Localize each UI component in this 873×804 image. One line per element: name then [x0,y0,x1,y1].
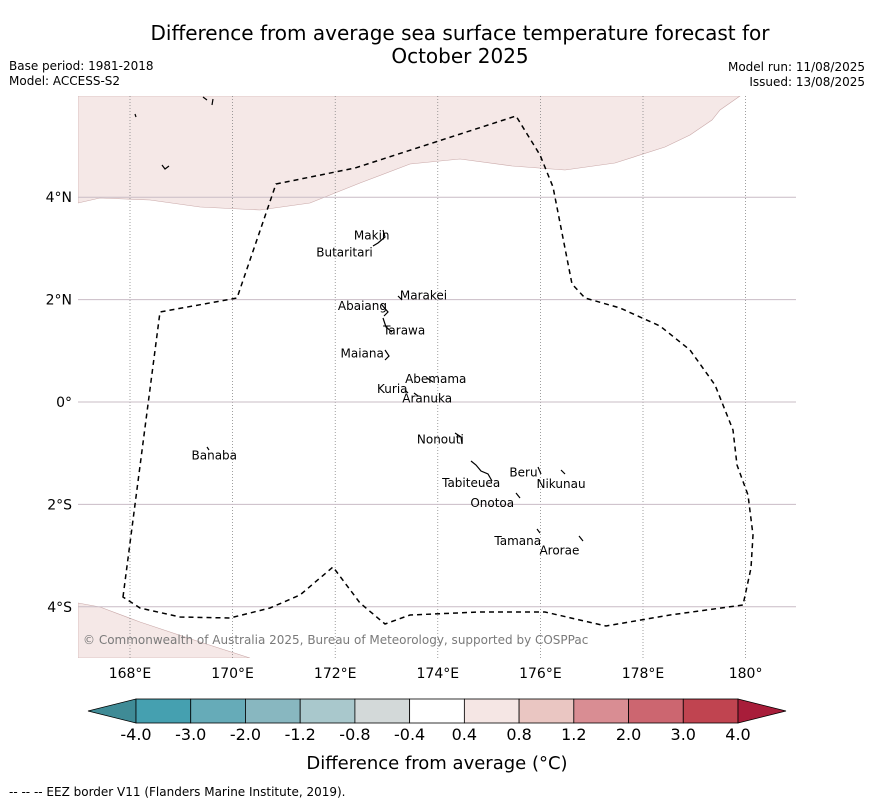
colorbar-tick-label: 0.8 [506,725,531,744]
island-outlines [134,96,584,542]
colorbar-title: Difference from average (°C) [306,753,567,774]
island-label: Abaiang [338,299,387,313]
island-label: Tarawa [382,323,425,337]
island-label: Banaba [192,449,238,463]
colorbar-segment [463,698,520,724]
colorbar-tick-label: -2.0 [230,725,261,744]
colorbar-tick-label: 4.0 [725,725,750,744]
axis-tick-labels: 168°E 170°E 172°E 174°E 176°E 178°E 180° 4°N 2°N… [46,190,763,682]
eez-legend: -- -- -- EEZ border V11 (Flanders Marine… [9,785,346,799]
lon-tick-label: 174°E [417,666,460,682]
issued-date: Issued: 13/08/2025 [749,75,865,89]
map-title-line2: October 2025 [391,44,529,68]
colorbar-extend-high [737,698,787,724]
eez-border [122,115,754,627]
colorbar-tick-label: -4.0 [120,725,151,744]
island-label: Kuria [377,382,408,396]
model-info: Base period: 1981-2018 Model: ACCESS-S2 [9,59,154,89]
island-label: Butaritari [316,245,373,259]
copyright-notice: © Commonwealth of Australia 2025, Bureau… [83,633,588,647]
lon-tick-label: 176°E [519,666,562,682]
colorbar-tick-label: 2.0 [616,725,641,744]
island-label: Makin [354,228,390,242]
colorbar-segment [190,698,246,724]
island-label: Nikunau [536,477,585,491]
map-title-line1: Difference from average sea surface temp… [150,21,770,45]
gridlines [78,96,796,658]
model-name: Model: ACCESS-S2 [9,74,121,88]
colorbar-segment [354,698,411,724]
colorbar-segment [135,698,192,724]
lat-tick-label: 0° [56,395,72,411]
island-label: Onotoa [470,496,514,510]
lon-tick-label: 172°E [314,666,357,682]
lat-tick-label: 4°N [46,190,72,206]
colorbar-segment [299,698,356,724]
colorbar-tick-label: -3.0 [175,725,206,744]
island-label: Tamana [493,534,541,548]
island-label: Maiana [341,346,384,360]
island-label: Aranuka [402,391,452,405]
colorbar-segment [628,698,684,724]
colorbar-segment [409,698,465,724]
colorbar-segment [518,698,575,724]
island-label: Abemama [405,372,466,386]
colorbar-tick-label: -1.2 [285,725,316,744]
lon-tick-label: 178°E [622,666,665,682]
colorbar-tick-label: 3.0 [671,725,696,744]
colorbar-tick-label: -0.4 [394,725,425,744]
island-label: Nonouti [417,432,464,446]
colorbar-tick-label: 1.2 [561,725,586,744]
lat-tick-label: 4°S [47,600,72,616]
lon-tick-label: 168°E [109,666,152,682]
lat-tick-label: 2°S [47,497,72,513]
model-run: Model run: 11/08/2025 [727,60,865,74]
colorbar-extend-low [87,698,137,724]
sst-map: Makin Butaritari Marakei Abaiang Tarawa Maian… [46,96,796,774]
lat-tick-label: 2°N [46,293,72,309]
island-label: Marakei [400,289,447,303]
colorbar-segment [682,698,739,724]
lon-tick-label: 180° [729,666,763,682]
map-title: Difference from average sea surface temp… [100,22,820,68]
colorbar-segment [245,698,301,724]
colorbar-segment [573,698,629,724]
run-info: Model run: 11/08/2025 Issued: 13/08/2025 [728,60,865,90]
warm-anomaly-region-north [78,96,741,211]
island-label: Arorae [539,544,579,558]
island-label: Beru [509,466,537,480]
colorbar: -4.0 -3.0 -2.0 -1.2 -0.8 -0.4 0.4 0.8 1.2 2.0 3.0 4… [87,698,787,744]
colorbar-tick-label: -0.8 [339,725,370,744]
island-label: Tabiteuea [441,476,500,490]
island-labels: Makin Butaritari Marakei Abaiang Tarawa Maian… [192,228,586,557]
colorbar-tick-label: 0.4 [452,725,477,744]
map-area: Makin Butaritari Marakei Abaiang Tarawa Maian… [78,96,796,658]
base-period: Base period: 1981-2018 [9,59,154,73]
lon-tick-label: 170°E [211,666,254,682]
